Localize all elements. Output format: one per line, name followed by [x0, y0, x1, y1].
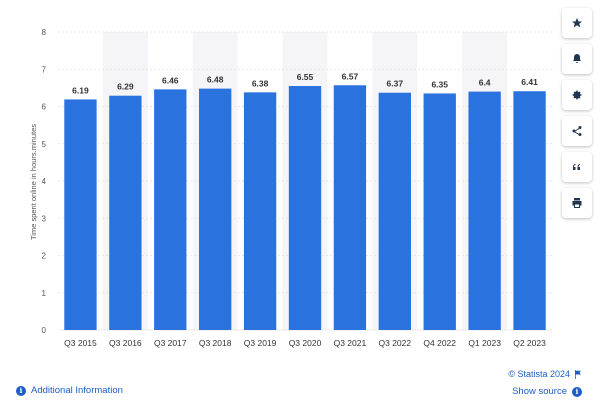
- info-icon: i: [16, 385, 26, 396]
- x-tick-label: Q1 2023: [468, 338, 501, 348]
- bar: [378, 92, 411, 330]
- x-tick-label: Q3 2015: [64, 338, 97, 348]
- additional-info-link[interactable]: i Additional Information: [16, 385, 123, 396]
- x-tick-label: Q3 2019: [244, 338, 277, 348]
- quote-icon: [573, 164, 580, 170]
- x-tick-label: Q4 2022: [423, 338, 456, 348]
- data-label: 6.35: [431, 79, 448, 89]
- data-label: 6.38: [252, 78, 269, 88]
- x-tick-label: Q3 2021: [334, 338, 367, 348]
- data-label: 6.48: [207, 75, 224, 85]
- data-label: 6.57: [342, 71, 359, 81]
- data-label: 6.46: [162, 75, 179, 85]
- bars: [64, 85, 546, 331]
- bar: [333, 85, 367, 330]
- y-axis-label: Time spent online in hours.minutes: [29, 124, 38, 240]
- bell-icon: [573, 54, 581, 63]
- share-icon: [572, 126, 582, 136]
- data-label: 6.55: [297, 72, 314, 82]
- cite-button[interactable]: [562, 152, 592, 182]
- bar: [64, 99, 97, 330]
- y-tick-label: 3: [42, 214, 47, 223]
- x-tick-label: Q3 2016: [109, 338, 142, 348]
- favorite-button[interactable]: [562, 8, 592, 38]
- bar: [288, 86, 322, 330]
- data-label: 6.37: [387, 79, 404, 89]
- bar: [513, 91, 546, 330]
- y-tick-label: 0: [42, 326, 47, 335]
- bar: [243, 92, 277, 330]
- data-labels: 6.19 6.29 6.46 6.48 6.38 6.55 6.57 6.37 6.35 6.4 6…: [72, 71, 538, 95]
- x-axis-ticks: Q3 2015 Q3 2016 Q3 2017 Q3 2018 Q3 2019 Q3 20…: [64, 338, 546, 348]
- x-tick-label: Q3 2020: [289, 338, 322, 348]
- show-source-link[interactable]: Show source i: [512, 386, 582, 397]
- gear-icon: [572, 90, 582, 100]
- y-tick-label: 8: [42, 28, 47, 37]
- additional-info-label: Additional Information: [31, 385, 123, 396]
- bar: [199, 88, 232, 331]
- y-tick-label: 6: [42, 103, 47, 112]
- x-tick-label: Q2 2023: [513, 338, 546, 348]
- x-tick-label: Q3 2022: [379, 338, 412, 348]
- copyright[interactable]: © Statista 2024: [508, 369, 582, 379]
- x-tick-label: Q3 2018: [199, 338, 232, 348]
- data-label: 6.29: [117, 82, 134, 92]
- copyright-label: © Statista 2024: [508, 369, 570, 379]
- bar: [468, 91, 501, 330]
- notification-button[interactable]: [562, 44, 592, 74]
- y-tick-label: 2: [42, 252, 47, 261]
- share-button[interactable]: [562, 116, 592, 146]
- y-tick-label: 4: [42, 177, 47, 186]
- y-tick-label: 5: [42, 140, 47, 149]
- show-source-label: Show source: [512, 386, 567, 397]
- bar: [154, 89, 187, 331]
- star-icon: [572, 18, 582, 28]
- y-tick-label: 7: [42, 65, 47, 74]
- x-tick-label: Q3 2017: [154, 338, 187, 348]
- settings-button[interactable]: [562, 80, 592, 110]
- print-button[interactable]: [562, 188, 592, 218]
- side-toolbar: [562, 8, 592, 218]
- bar: [109, 95, 142, 330]
- print-icon: [572, 198, 582, 208]
- flag-icon: [575, 369, 581, 379]
- y-tick-label: 1: [42, 289, 47, 298]
- data-label: 6.4: [479, 78, 491, 88]
- data-label: 6.19: [72, 85, 89, 95]
- bar: [423, 93, 456, 331]
- info-icon: i: [572, 386, 582, 397]
- y-axis-ticks: 0 1 2 3 4 5 6 7 8: [42, 28, 47, 335]
- data-label: 6.41: [521, 77, 538, 87]
